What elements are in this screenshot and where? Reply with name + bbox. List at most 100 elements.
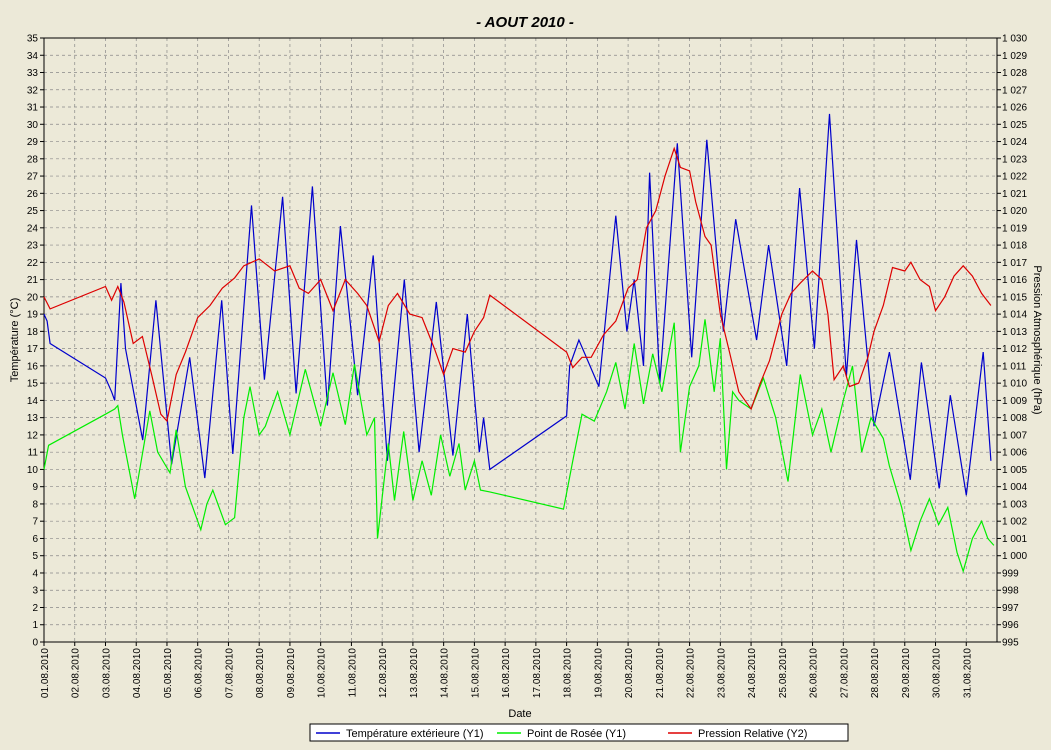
y-tick-label: 24 — [27, 223, 39, 234]
x-tick-label: 06.08.2010 — [194, 648, 205, 698]
y2-tick-label: 1 021 — [1002, 189, 1027, 200]
y2-tick-label: 1 000 — [1002, 551, 1027, 562]
y2-tick-label: 1 023 — [1002, 154, 1027, 165]
x-tick-label: 13.08.2010 — [409, 648, 420, 698]
y2-tick-label: 996 — [1002, 620, 1019, 631]
x-tick-label: 03.08.2010 — [101, 648, 112, 698]
y2-tick-label: 1 010 — [1002, 379, 1027, 390]
legend-label: Pression Relative (Y2) — [698, 728, 807, 740]
y-tick-label: 13 — [27, 413, 39, 424]
series-line — [43, 113, 992, 496]
y-tick-label: 25 — [27, 206, 39, 217]
y2-tick-label: 1 011 — [1002, 361, 1027, 372]
y-tick-label: 27 — [27, 172, 39, 183]
x-tick-label: 27.08.2010 — [839, 648, 850, 698]
y2-tick-label: 1 002 — [1002, 517, 1027, 528]
x-tick-label: 20.08.2010 — [624, 648, 635, 698]
plot-frame — [43, 37, 998, 643]
y-tick-label: 11 — [28, 448, 39, 459]
y-tick-label: 14 — [27, 396, 39, 407]
y-tick-label: 31 — [27, 103, 39, 114]
y2-tick-label: 1 001 — [1002, 534, 1027, 545]
y-tick-label: 8 — [32, 499, 38, 510]
y-tick-label: 15 — [27, 379, 39, 390]
x-tick-label: 19.08.2010 — [593, 648, 604, 698]
y-tick-label: 10 — [27, 465, 39, 476]
y2-tick-label: 1 026 — [1002, 103, 1027, 114]
x-tick-label: 10.08.2010 — [317, 648, 328, 698]
y-tick-label: 32 — [27, 85, 39, 96]
legend-box — [309, 723, 849, 742]
y-tick-label: 7 — [32, 517, 38, 528]
y2-tick-label: 1 022 — [1002, 172, 1027, 183]
legend-label: Température extérieure (Y1) — [346, 728, 484, 740]
x-tick-label: 05.08.2010 — [163, 648, 174, 698]
y-tick-label: 21 — [27, 275, 39, 286]
y2-tick-label: 1 005 — [1002, 465, 1027, 476]
x-tick-label: 22.08.2010 — [686, 648, 697, 698]
y2-tick-label: 997 — [1002, 603, 1019, 614]
y-axis-label: Température (°C) — [9, 298, 21, 382]
x-tick-label: 04.08.2010 — [132, 648, 143, 698]
x-tick-label: 07.08.2010 — [224, 648, 235, 698]
y2-tick-label: 995 — [1002, 638, 1019, 649]
x-tick-label: 23.08.2010 — [716, 648, 727, 698]
x-tick-label: 16.08.2010 — [501, 648, 512, 698]
y-tick-label: 26 — [27, 189, 39, 200]
x-tick-label: 18.08.2010 — [563, 648, 574, 698]
y-tick-label: 12 — [27, 430, 39, 441]
x-tick-label: 14.08.2010 — [440, 648, 451, 698]
x-tick-label: 02.08.2010 — [71, 648, 82, 698]
y-tick-label: 20 — [27, 292, 39, 303]
x-tick-label: 29.08.2010 — [901, 648, 912, 698]
y2-tick-label: 1 025 — [1002, 120, 1027, 131]
y-tick-label: 3 — [32, 586, 38, 597]
y2-tick-label: 1 015 — [1002, 292, 1027, 303]
x-tick-label: 31.08.2010 — [962, 648, 973, 698]
x-tick-label: 09.08.2010 — [286, 648, 297, 698]
y-tick-label: 4 — [32, 568, 38, 579]
x-tick-label: 17.08.2010 — [532, 648, 543, 698]
y2-tick-label: 998 — [1002, 586, 1019, 597]
y-tick-label: 23 — [27, 241, 39, 252]
x-tick-label: 01.08.2010 — [40, 648, 51, 698]
y2-tick-label: 999 — [1002, 568, 1019, 579]
x-tick-label: 12.08.2010 — [378, 648, 389, 698]
y2-tick-label: 1 016 — [1002, 275, 1027, 286]
y2-tick-label: 1 027 — [1002, 85, 1027, 96]
y-tick-label: 17 — [27, 344, 39, 355]
y-tick-label: 28 — [27, 154, 39, 165]
y-tick-label: 30 — [27, 120, 39, 131]
y-tick-label: 34 — [27, 51, 39, 62]
x-tick-label: 11.08.2010 — [347, 648, 358, 698]
y2-tick-label: 1 019 — [1002, 223, 1027, 234]
y-tick-label: 0 — [32, 638, 38, 649]
y2-tick-label: 1 004 — [1002, 482, 1027, 493]
y2-tick-label: 1 020 — [1002, 206, 1027, 217]
x-tick-label: 30.08.2010 — [932, 648, 943, 698]
x-axis-label: Date — [508, 708, 531, 720]
y2-axis-label: Pression Atmosphérique (hPa) — [1031, 265, 1043, 414]
y2-tick-label: 1 017 — [1002, 258, 1027, 269]
series-line — [43, 146, 992, 423]
x-tick-label: 15.08.2010 — [470, 648, 481, 698]
x-tick-label: 21.08.2010 — [655, 648, 666, 698]
y2-tick-label: 1 024 — [1002, 137, 1027, 148]
plot-area — [44, 38, 997, 642]
y-tick-label: 6 — [32, 534, 38, 545]
y2-tick-label: 1 007 — [1002, 430, 1027, 441]
y2-tick-label: 1 029 — [1002, 51, 1027, 62]
y-tick-label: 5 — [32, 551, 38, 562]
y-tick-label: 2 — [32, 603, 38, 614]
y2-tick-label: 1 028 — [1002, 68, 1027, 79]
y-tick-label: 18 — [27, 327, 39, 338]
x-tick-label: 24.08.2010 — [747, 648, 758, 698]
y2-tick-label: 1 013 — [1002, 327, 1027, 338]
y2-tick-label: 1 008 — [1002, 413, 1027, 424]
y-tick-label: 35 — [27, 34, 39, 45]
legend-label: Point de Rosée (Y1) — [527, 728, 626, 740]
y-tick-label: 22 — [27, 258, 39, 269]
y-tick-label: 1 — [32, 620, 38, 631]
x-tick-label: 25.08.2010 — [778, 648, 789, 698]
